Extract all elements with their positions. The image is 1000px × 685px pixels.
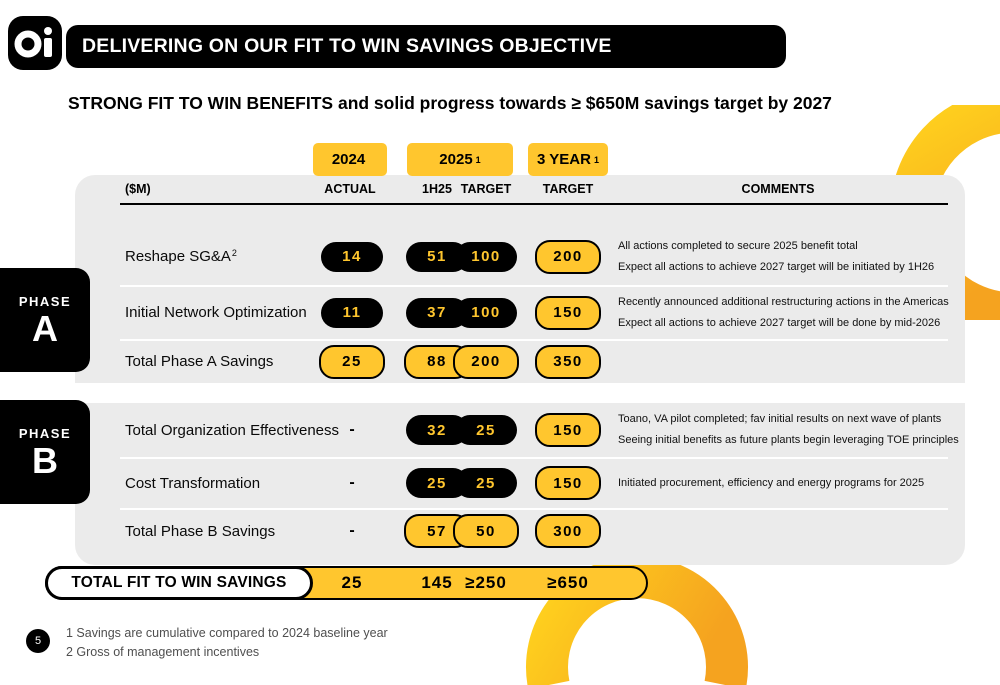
value-dash: - xyxy=(349,421,355,438)
col-comments: COMMENTS xyxy=(741,182,815,196)
value-pill: 300 xyxy=(535,514,601,548)
phase-b-tab: PHASE B xyxy=(0,400,90,504)
col-1h25: 1H25 xyxy=(422,182,452,196)
col-target-3yr: TARGET xyxy=(542,182,594,196)
value-pill: 200 xyxy=(453,344,519,379)
row-separator xyxy=(120,457,948,459)
row-name: Initial Network Optimization xyxy=(125,304,307,321)
table-row: Total Phase B Savings - 57 50 300 xyxy=(0,509,1000,553)
row-comments: Initiated procurement, efficiency and en… xyxy=(618,476,925,489)
total-actual: 25 xyxy=(341,573,363,592)
value-pill: 350 xyxy=(535,344,601,379)
row-separator xyxy=(120,508,948,510)
value-pill: 150 xyxy=(535,413,601,447)
page-number: 5 xyxy=(26,629,50,653)
subtitle: STRONG FIT TO WIN BENEFITS and solid pro… xyxy=(68,93,832,114)
table-header-row: ($M) ACTUAL 1H25 TARGET TARGET COMMENTS xyxy=(0,182,1000,202)
year-header-2025: 2025 1 xyxy=(407,143,513,176)
value-pill: 200 xyxy=(535,239,601,274)
subtitle-rest: and solid progress towards ≥ $650M savin… xyxy=(333,93,832,113)
phase-a-tab: PHASE A xyxy=(0,268,90,372)
col-target: TARGET xyxy=(460,182,512,196)
footnote-2: 2 Gross of management incentives xyxy=(66,645,260,660)
table-row: Reshape SG&A 2 14 51 100 200 All actions … xyxy=(0,228,1000,285)
header-underline xyxy=(120,203,948,205)
unit-label: ($M) xyxy=(125,182,151,196)
row-name: Cost Transformation xyxy=(125,474,261,492)
page-title: DELIVERING ON OUR FIT TO WIN SAVINGS OBJ… xyxy=(82,35,612,57)
oi-logo xyxy=(8,16,62,70)
phase-divider-band xyxy=(75,383,965,403)
row-separator xyxy=(120,339,948,341)
value-pill: 25 xyxy=(455,468,517,498)
row-name: Total Organization Effectiveness xyxy=(125,421,340,439)
value-pill: 50 xyxy=(453,514,519,548)
row-comments: Toano, VA pilot completed; fav initial r… xyxy=(618,413,959,446)
table-panel xyxy=(75,175,965,565)
row-comments: All actions completed to secure 2025 ben… xyxy=(618,239,935,273)
value-dash: - xyxy=(349,522,355,539)
table-row: Total Organization Effectiveness - 32 25… xyxy=(0,403,1000,457)
year-header-2024: 2024 xyxy=(313,143,387,176)
row-separator xyxy=(120,285,948,287)
value-pill: 150 xyxy=(535,466,601,500)
title-banner: DELIVERING ON OUR FIT TO WIN SAVINGS OBJ… xyxy=(66,25,786,68)
footnotes: 1 Savings are cumulative compared to 202… xyxy=(66,624,388,663)
value-pill: 11 xyxy=(321,297,383,328)
total-1h25: 145 xyxy=(421,573,453,592)
subtitle-lead: STRONG FIT TO WIN BENEFITS xyxy=(68,93,334,113)
row-name: Total Phase B Savings xyxy=(125,522,276,540)
table-row: Cost Transformation - 25 25 150 Initiate… xyxy=(0,458,1000,508)
total-target-3yr: ≥650 xyxy=(547,573,589,592)
row-comments: Recently announced additional restructur… xyxy=(618,295,949,329)
value-pill: 100 xyxy=(455,241,517,272)
table-row: Total Phase A Savings 25 88 200 350 xyxy=(0,340,1000,383)
total-target: ≥250 xyxy=(465,573,507,592)
oi-logo-icon xyxy=(14,27,52,58)
value-pill: 14 xyxy=(321,241,383,272)
year-header-3year: 3 YEAR 1 xyxy=(528,143,608,176)
footnote-1: 1 Savings are cumulative compared to 202… xyxy=(66,626,388,640)
value-pill: 100 xyxy=(455,297,517,328)
total-row-label: TOTAL FIT TO WIN SAVINGS xyxy=(45,566,313,600)
table-row: Initial Network Optimization 11 37 100 1… xyxy=(0,286,1000,339)
value-pill: 150 xyxy=(535,295,601,330)
col-actual: ACTUAL xyxy=(324,182,376,196)
row-name: Total Phase A Savings xyxy=(125,353,274,370)
row-name: Reshape SG&A 2 xyxy=(125,247,237,266)
value-pill: 25 xyxy=(319,344,385,379)
value-dash: - xyxy=(349,474,355,491)
value-pill: 25 xyxy=(455,415,517,445)
